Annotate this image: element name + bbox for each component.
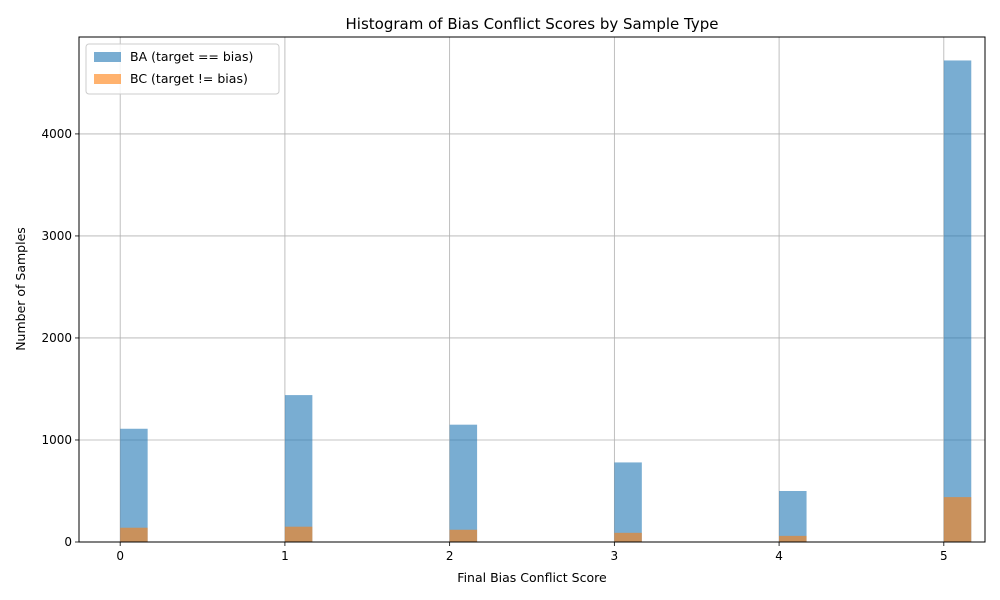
- bar-series-0-bin-0: [120, 428, 148, 542]
- bar-series-0-bin-3: [614, 462, 642, 542]
- legend-swatch-1: [94, 74, 121, 84]
- x-tick-label: 1: [281, 549, 289, 563]
- y-tick-label: 3000: [41, 229, 72, 243]
- x-axis-label: Final Bias Conflict Score: [457, 570, 607, 585]
- legend: BA (target == bias) BC (target != bias): [85, 43, 280, 95]
- grid-lines: [79, 37, 985, 543]
- bar-series-1-bin-1: [284, 526, 313, 542]
- y-axis-ticks: 0 1000 2000 3000 4000: [41, 127, 79, 549]
- x-tick-label: 0: [116, 549, 124, 563]
- bar-series-0-bin-4: [779, 490, 807, 542]
- bar-series-1-bin-2: [449, 529, 478, 542]
- legend-swatch-0: [94, 52, 121, 62]
- x-tick-label: 4: [775, 549, 783, 563]
- plot-frame: [78, 36, 986, 543]
- y-tick-label: 2000: [41, 331, 72, 345]
- bar-series-1-bin-4: [779, 535, 807, 542]
- bar-series-0-bin-1: [284, 395, 313, 542]
- x-tick-label: 3: [611, 549, 619, 563]
- bar-series-0-bin-2: [449, 424, 478, 542]
- x-tick-label: 5: [940, 549, 948, 563]
- bar-series-1-bin-0: [120, 527, 148, 542]
- y-tick-label: 1000: [41, 433, 72, 447]
- x-tick-label: 2: [446, 549, 454, 563]
- bar-series-1-bin-3: [614, 532, 642, 542]
- y-axis-label: Number of Samples: [13, 227, 28, 351]
- y-tick-label: 4000: [41, 127, 72, 141]
- bar-series-1-bin-5: [943, 497, 972, 542]
- chart-title: Histogram of Bias Conflict Scores by Sam…: [346, 15, 719, 33]
- legend-label-0: BA (target == bias): [130, 49, 253, 64]
- x-axis-ticks: 0 1 2 3 4 5: [116, 542, 948, 563]
- legend-label-1: BC (target != bias): [130, 71, 248, 86]
- legend-box: [85, 43, 280, 95]
- bars: [120, 60, 972, 542]
- bar-series-0-bin-5: [943, 60, 972, 542]
- y-tick-label: 0: [64, 535, 72, 549]
